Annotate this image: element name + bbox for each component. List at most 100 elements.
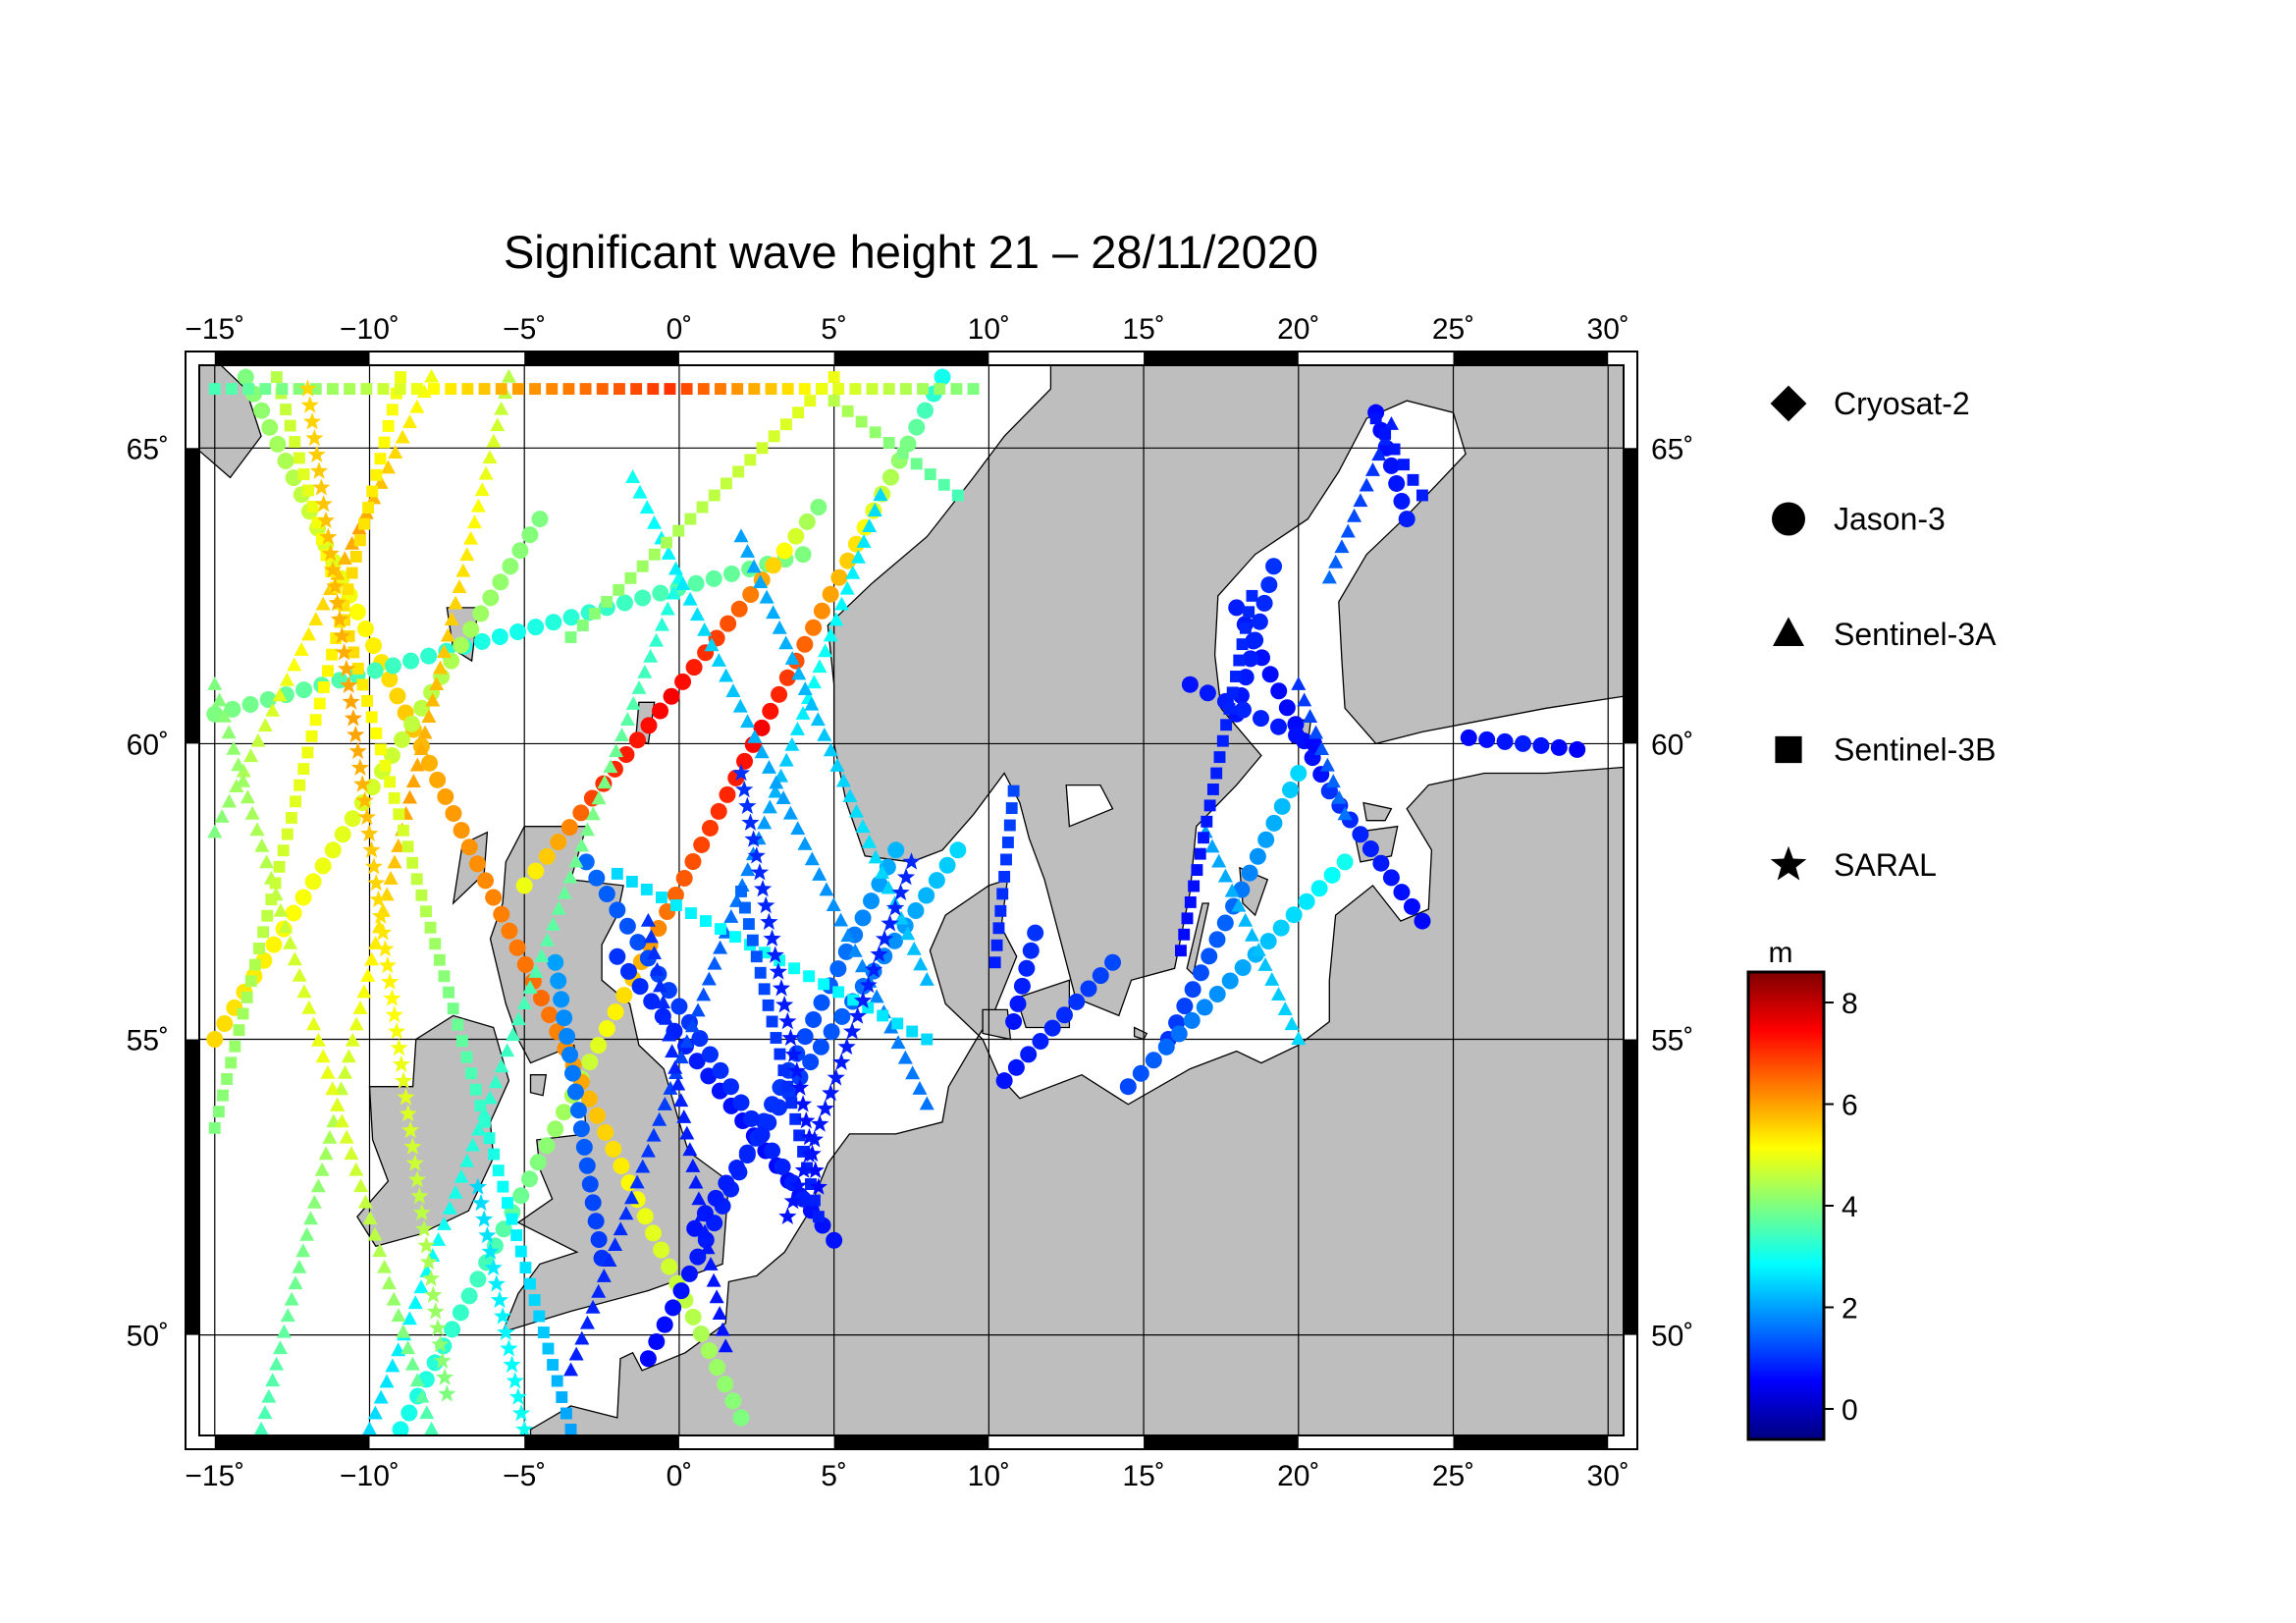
track-point: [538, 847, 556, 865]
track-point: [848, 803, 864, 818]
track-point: [1272, 919, 1290, 937]
track-point: [324, 841, 342, 859]
track-point: [661, 536, 672, 549]
track-point: [415, 889, 428, 901]
track-point: [468, 1177, 487, 1195]
track-point: [1306, 734, 1323, 752]
track-point: [506, 1372, 524, 1389]
track-point: [761, 759, 776, 774]
track-point: [465, 1137, 481, 1152]
track-sentinel-3a: [207, 676, 440, 1435]
track-point: [495, 1220, 512, 1238]
track-point: [368, 935, 384, 949]
track-point: [721, 1078, 739, 1096]
track-point: [1231, 897, 1247, 912]
track-point: [793, 1129, 806, 1142]
track-point: [488, 1074, 504, 1089]
track-point: [834, 596, 850, 611]
track-point: [768, 784, 783, 798]
track-point: [527, 619, 545, 636]
track-point: [675, 576, 691, 591]
track-point: [730, 600, 748, 618]
track-point: [240, 991, 253, 1003]
track-point: [314, 857, 332, 875]
track-point: [764, 1142, 781, 1160]
track-point: [1321, 569, 1337, 584]
circle-icon: [1772, 502, 1805, 536]
track-point: [269, 435, 287, 453]
track-point: [323, 561, 343, 578]
lon-tick-label-bottom: −5˚: [503, 1460, 546, 1492]
track-point: [791, 666, 807, 680]
map-area[interactable]: [196, 359, 1624, 1437]
track-point: [546, 383, 559, 396]
track-point: [1251, 942, 1266, 956]
track-point: [1259, 933, 1277, 950]
track-point: [206, 705, 224, 723]
track-point: [511, 542, 529, 560]
track-point: [778, 752, 794, 767]
track-point: [765, 383, 777, 396]
track-point: [1303, 709, 1318, 723]
track-point: [663, 687, 680, 705]
track-point: [366, 485, 379, 498]
track-point: [545, 916, 561, 931]
track-point: [269, 877, 282, 890]
lon-tick-label-bottom: 15˚: [1122, 1460, 1164, 1492]
track-point: [401, 1120, 420, 1139]
track-point: [293, 452, 305, 464]
track-point: [561, 1046, 579, 1063]
track-point: [503, 1355, 521, 1373]
track-point: [1194, 847, 1206, 860]
colorbar: m 0 2 4 6 8: [1746, 937, 1858, 1441]
track-point: [515, 1420, 534, 1435]
track-point: [636, 560, 649, 572]
track-point: [680, 1265, 698, 1282]
frame-bar-left: [187, 448, 198, 744]
track-point: [619, 962, 637, 980]
track-point: [839, 552, 857, 569]
track-point: [463, 530, 479, 545]
track-point: [236, 773, 251, 787]
track-point: [392, 1055, 410, 1072]
track-point: [470, 1121, 486, 1136]
lon-tick-label-top: 20˚: [1277, 313, 1319, 346]
track-point: [906, 1025, 919, 1038]
track-point: [1247, 631, 1264, 649]
track-point: [706, 1272, 721, 1287]
track-point: [787, 1061, 806, 1079]
track-point: [342, 583, 354, 596]
track-point: [774, 1158, 791, 1175]
track-point: [805, 1130, 824, 1148]
track-point: [1414, 912, 1431, 930]
track-point: [609, 901, 626, 919]
track-point: [1216, 914, 1234, 932]
track-point: [473, 632, 491, 650]
lon-tick-label-top: 25˚: [1432, 313, 1474, 346]
lon-tick-label-top: 10˚: [968, 313, 1010, 346]
track-point: [265, 893, 278, 906]
track-point: [426, 1302, 445, 1320]
track-point: [357, 1194, 373, 1209]
track-point: [509, 623, 527, 641]
track-point: [562, 383, 575, 396]
track-point: [289, 436, 301, 448]
track-point: [506, 1027, 521, 1042]
track-point: [401, 840, 414, 853]
track-point: [574, 838, 590, 852]
track-point: [1382, 869, 1400, 887]
frame-bar-bottom: [524, 1436, 679, 1448]
track-point: [226, 740, 241, 755]
track-jason-3: [1320, 783, 1431, 930]
track-point: [1178, 928, 1191, 941]
track-point: [1550, 738, 1568, 756]
track-point: [445, 383, 457, 396]
track-point: [572, 804, 590, 822]
track-point: [1243, 606, 1255, 619]
track-point: [719, 785, 736, 803]
track-point: [868, 849, 883, 864]
track-point: [588, 607, 601, 620]
track-point: [208, 383, 221, 396]
track-point: [347, 646, 360, 659]
track-point: [1213, 751, 1226, 764]
